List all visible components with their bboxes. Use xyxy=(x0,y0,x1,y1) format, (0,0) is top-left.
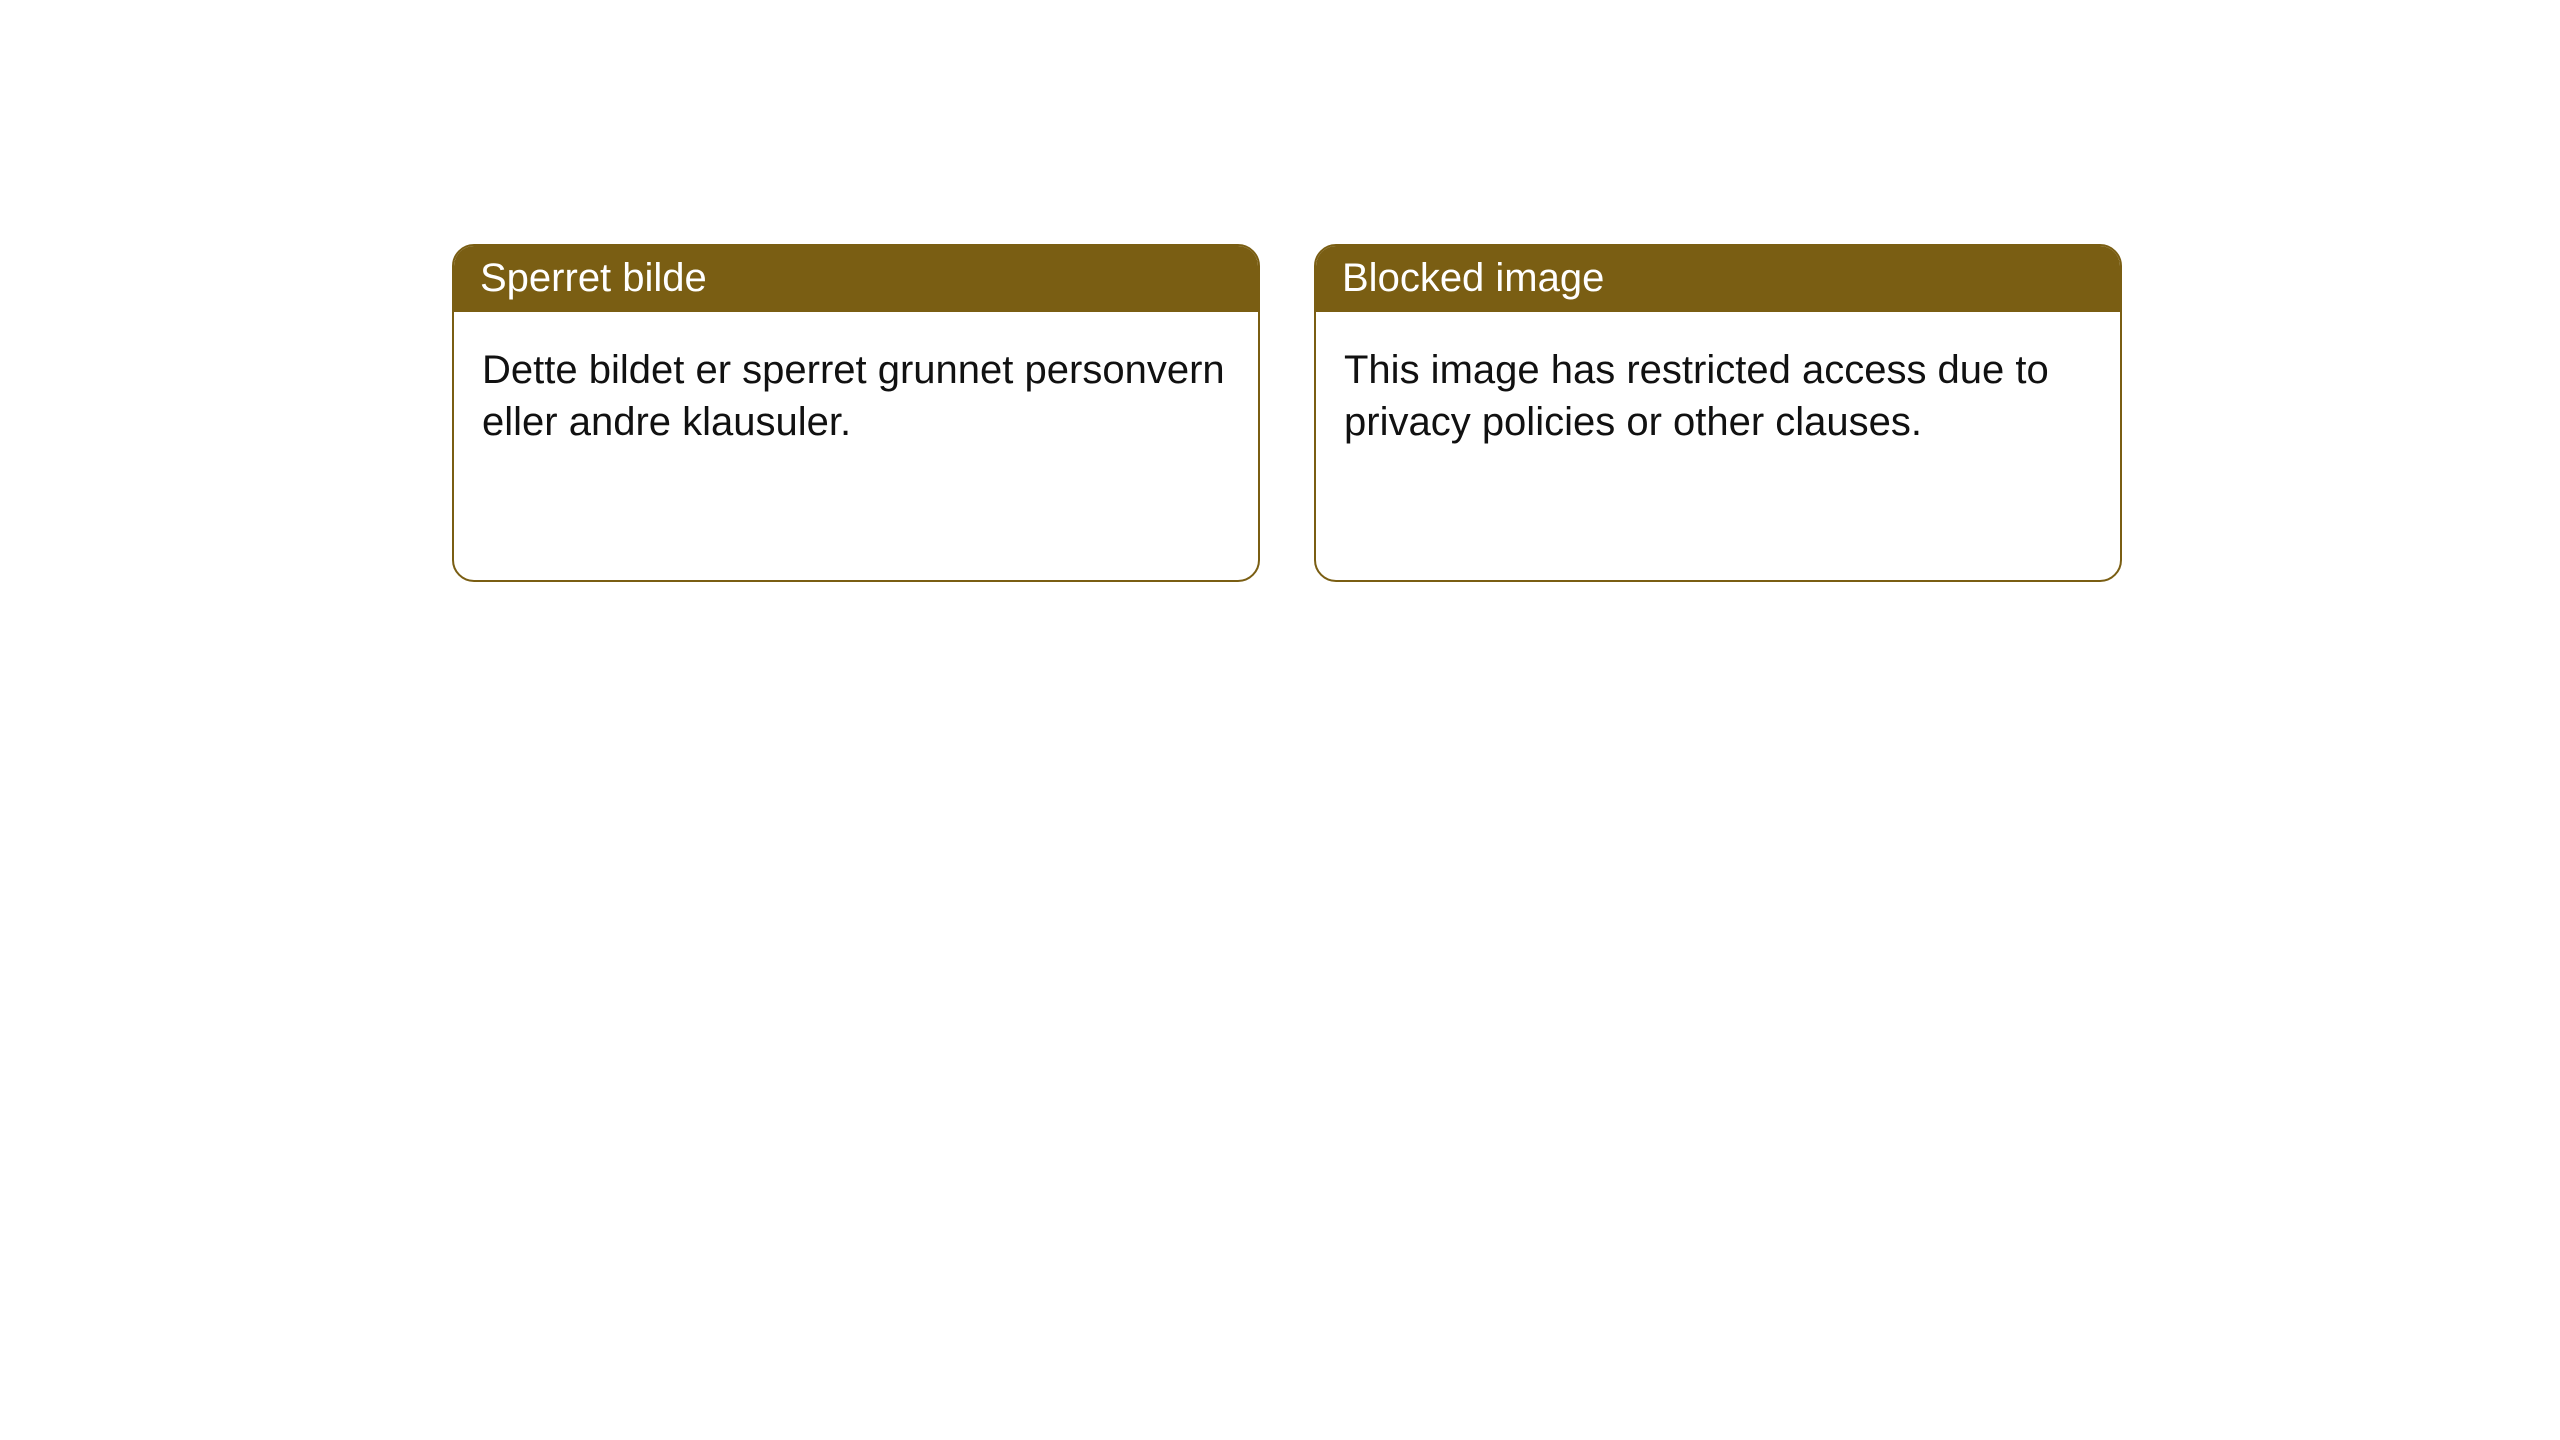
notice-card-title: Sperret bilde xyxy=(454,246,1258,312)
notice-card-title: Blocked image xyxy=(1316,246,2120,312)
notice-card-english: Blocked image This image has restricted … xyxy=(1314,244,2122,582)
notice-card-body: This image has restricted access due to … xyxy=(1316,312,2120,480)
notice-card-norwegian: Sperret bilde Dette bildet er sperret gr… xyxy=(452,244,1260,582)
notice-container: Sperret bilde Dette bildet er sperret gr… xyxy=(0,0,2560,582)
notice-card-body: Dette bildet er sperret grunnet personve… xyxy=(454,312,1258,480)
